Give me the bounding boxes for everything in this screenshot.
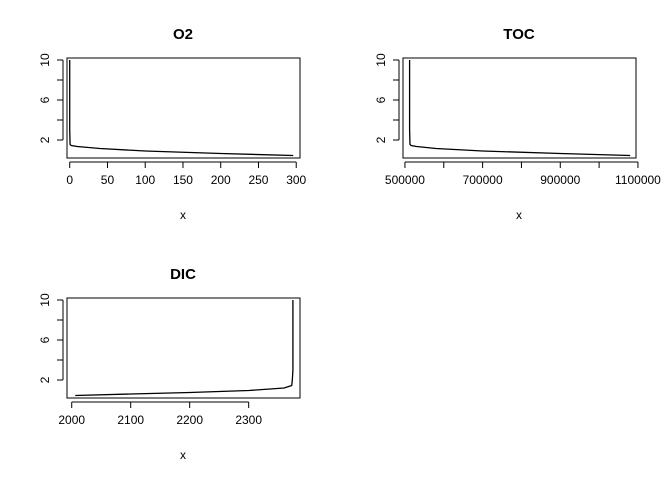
plot-frame bbox=[66, 297, 301, 399]
x-tick-label: 2200 bbox=[176, 413, 203, 427]
y-tick-label: 6 bbox=[38, 96, 52, 103]
x-tick-label: 100 bbox=[135, 173, 155, 187]
x-tick-label: 2300 bbox=[235, 413, 262, 427]
y-tick-label: 10 bbox=[38, 293, 52, 307]
panel-o2: O2 0 50 100 150 200 250 300 2 6 10 x bbox=[38, 26, 307, 222]
series-group bbox=[75, 300, 294, 397]
x-tick-label: 50 bbox=[101, 173, 115, 187]
x-tick-label: 200 bbox=[211, 173, 231, 187]
series-line bbox=[75, 300, 294, 397]
x-axis-label: x bbox=[516, 208, 522, 222]
y-tick-label: 6 bbox=[38, 336, 52, 343]
y-tick-label: 2 bbox=[38, 136, 52, 143]
x-tick-label: 0 bbox=[66, 173, 73, 187]
plot-frame bbox=[66, 57, 301, 159]
x-axis: 2000 2100 2200 2300 bbox=[58, 401, 262, 427]
y-tick-label: 6 bbox=[374, 96, 388, 103]
panel-toc: TOC 500000 700000 900000 1100000 2 6 10 x bbox=[374, 26, 661, 222]
y-tick-label: 2 bbox=[374, 136, 388, 143]
y-axis: 2 6 10 bbox=[38, 53, 64, 143]
series-line bbox=[69, 60, 294, 157]
x-axis: 500000 700000 900000 1100000 bbox=[385, 161, 661, 187]
y-axis: 2 6 10 bbox=[38, 293, 64, 383]
panel-title: TOC bbox=[503, 26, 535, 43]
x-tick-label: 250 bbox=[248, 173, 268, 187]
x-tick-label: 700000 bbox=[463, 173, 503, 187]
x-axis-label: x bbox=[180, 208, 186, 222]
series-group bbox=[69, 60, 294, 157]
x-tick-label: 1100000 bbox=[615, 173, 661, 187]
x-tick-label: 150 bbox=[173, 173, 193, 187]
x-axis-label: x bbox=[180, 448, 186, 462]
y-axis: 2 6 10 bbox=[374, 53, 400, 143]
y-tick-label: 10 bbox=[38, 53, 52, 67]
panel-title: DIC bbox=[170, 266, 196, 283]
y-tick-label: 2 bbox=[38, 376, 52, 383]
x-tick-label: 900000 bbox=[540, 173, 580, 187]
x-tick-label: 2000 bbox=[58, 413, 85, 427]
x-tick-label: 2100 bbox=[117, 413, 144, 427]
x-axis: 0 50 100 150 200 250 300 bbox=[66, 161, 307, 187]
series-group bbox=[408, 60, 631, 157]
panel-dic: DIC 2000 2100 2200 2300 2 6 10 x bbox=[38, 266, 301, 462]
panel-title: O2 bbox=[173, 26, 193, 43]
y-tick-label: 10 bbox=[374, 53, 388, 67]
series-line bbox=[408, 60, 631, 157]
x-tick-label: 300 bbox=[286, 173, 306, 187]
x-tick-label: 500000 bbox=[385, 173, 425, 187]
plot-frame bbox=[402, 57, 637, 159]
